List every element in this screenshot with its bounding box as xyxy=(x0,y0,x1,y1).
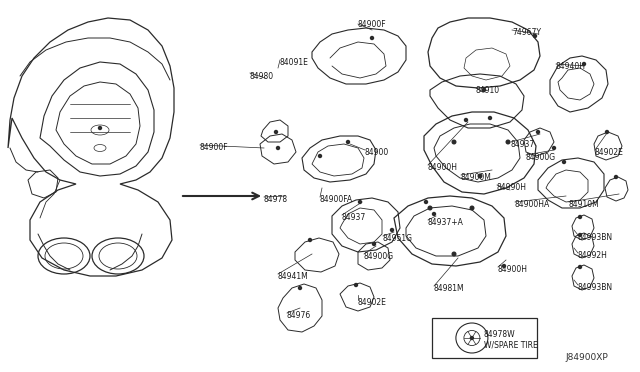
Circle shape xyxy=(346,141,349,144)
Circle shape xyxy=(470,337,474,340)
Circle shape xyxy=(428,206,432,210)
Text: 84900: 84900 xyxy=(365,148,389,157)
Text: 84978W: 84978W xyxy=(484,330,516,339)
Text: 84900HA: 84900HA xyxy=(515,200,550,209)
Circle shape xyxy=(563,160,566,164)
Text: 84900F: 84900F xyxy=(358,20,387,29)
Circle shape xyxy=(465,119,467,122)
Circle shape xyxy=(579,266,582,269)
Circle shape xyxy=(579,234,582,237)
Circle shape xyxy=(355,283,358,286)
Circle shape xyxy=(99,126,102,129)
Text: 84900G: 84900G xyxy=(526,153,556,162)
Text: 84900M: 84900M xyxy=(461,173,492,182)
Text: 84900H: 84900H xyxy=(498,265,528,274)
Circle shape xyxy=(534,35,536,38)
Text: 84951G: 84951G xyxy=(383,234,413,243)
Text: W/SPARE TIRE: W/SPARE TIRE xyxy=(484,340,538,349)
Circle shape xyxy=(506,140,510,144)
Text: 84976: 84976 xyxy=(287,311,311,320)
Text: 84937: 84937 xyxy=(342,213,366,222)
Circle shape xyxy=(371,36,374,39)
Text: 84910M: 84910M xyxy=(569,200,600,209)
Circle shape xyxy=(390,228,394,231)
Text: 84900F: 84900F xyxy=(200,143,228,152)
Circle shape xyxy=(276,147,280,150)
Circle shape xyxy=(552,147,556,150)
Circle shape xyxy=(275,131,278,134)
Text: 84978: 84978 xyxy=(264,195,288,204)
Text: J84900XP: J84900XP xyxy=(565,353,608,362)
Text: 84937+A: 84937+A xyxy=(428,218,464,227)
Text: 84990H: 84990H xyxy=(497,183,527,192)
Circle shape xyxy=(502,264,506,267)
Circle shape xyxy=(308,238,312,241)
Text: 84993BN: 84993BN xyxy=(578,233,613,242)
Text: 84902E: 84902E xyxy=(358,298,387,307)
Text: 84900FA: 84900FA xyxy=(320,195,353,204)
Text: 84091E: 84091E xyxy=(280,58,309,67)
Text: 74967Y: 74967Y xyxy=(512,28,541,37)
Text: 84980: 84980 xyxy=(250,72,274,81)
Circle shape xyxy=(452,140,456,144)
Circle shape xyxy=(478,174,482,178)
Circle shape xyxy=(582,62,586,65)
Text: 84941M: 84941M xyxy=(278,272,308,281)
Circle shape xyxy=(452,252,456,256)
Circle shape xyxy=(488,116,492,119)
Circle shape xyxy=(614,176,618,179)
Text: 84910: 84910 xyxy=(476,86,500,95)
Text: 84981M: 84981M xyxy=(434,284,465,293)
Circle shape xyxy=(433,212,435,215)
Circle shape xyxy=(298,286,301,289)
Text: 84993BN: 84993BN xyxy=(578,283,613,292)
Circle shape xyxy=(483,89,486,92)
Text: 84900H: 84900H xyxy=(428,163,458,172)
Circle shape xyxy=(372,243,376,246)
Bar xyxy=(432,318,537,358)
Text: 84900G: 84900G xyxy=(364,252,394,261)
Circle shape xyxy=(358,201,362,203)
Text: 84902E: 84902E xyxy=(595,148,624,157)
Circle shape xyxy=(319,154,321,157)
Text: 84992H: 84992H xyxy=(578,251,608,260)
Circle shape xyxy=(579,215,582,218)
Text: 84937: 84937 xyxy=(511,140,535,149)
Circle shape xyxy=(424,201,428,203)
Text: 84940H: 84940H xyxy=(556,62,586,71)
Circle shape xyxy=(470,206,474,210)
Circle shape xyxy=(605,131,609,134)
Circle shape xyxy=(536,131,540,134)
